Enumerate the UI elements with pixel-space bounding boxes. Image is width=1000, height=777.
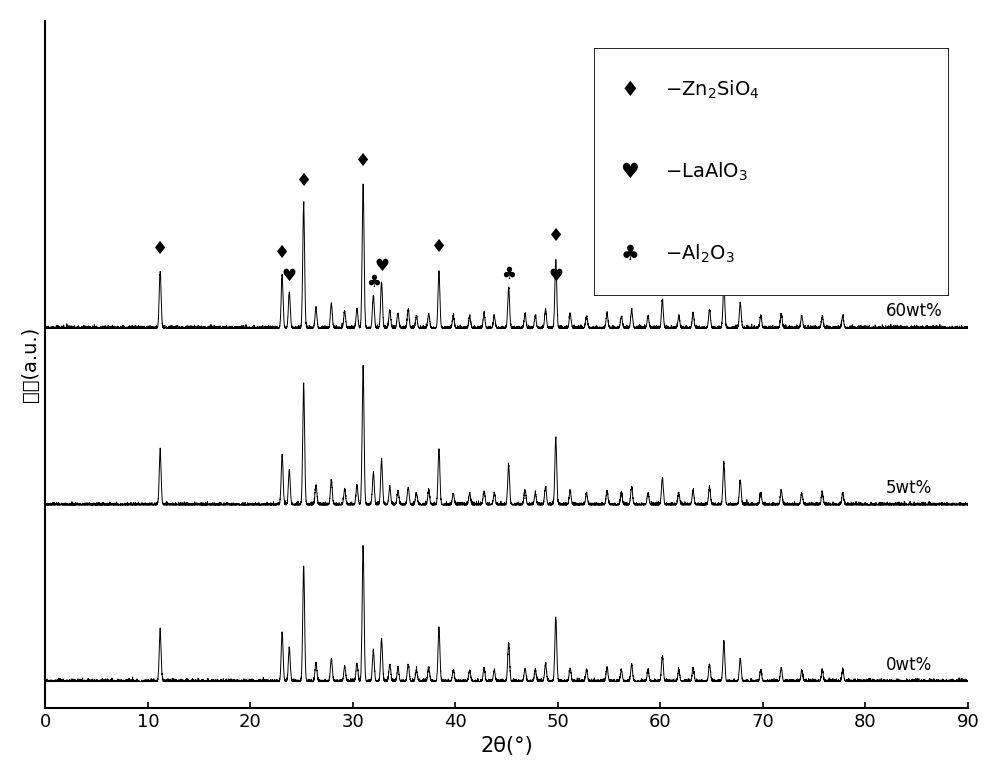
Text: ♦: ♦	[716, 253, 732, 271]
Text: ♣: ♣	[716, 281, 731, 299]
Text: 0wt%: 0wt%	[886, 656, 932, 674]
Text: ♦: ♦	[355, 152, 371, 170]
Text: ♦: ♦	[274, 243, 290, 262]
Text: ♦: ♦	[296, 172, 312, 190]
Text: ♦: ♦	[548, 227, 564, 246]
Text: ♥: ♥	[548, 267, 563, 285]
Text: ♦: ♦	[431, 239, 447, 256]
Text: ♥: ♥	[374, 257, 389, 275]
Text: 5wt%: 5wt%	[886, 479, 932, 497]
Y-axis label: 强度(a.u.): 强度(a.u.)	[21, 326, 40, 402]
Text: 60wt%: 60wt%	[886, 302, 943, 320]
X-axis label: 2θ(°): 2θ(°)	[480, 736, 533, 756]
Text: ♣: ♣	[501, 266, 516, 284]
Text: ♥: ♥	[282, 267, 297, 285]
Text: ♣: ♣	[366, 274, 381, 291]
Text: ♦: ♦	[152, 240, 168, 258]
Text: ♥: ♥	[655, 276, 670, 294]
